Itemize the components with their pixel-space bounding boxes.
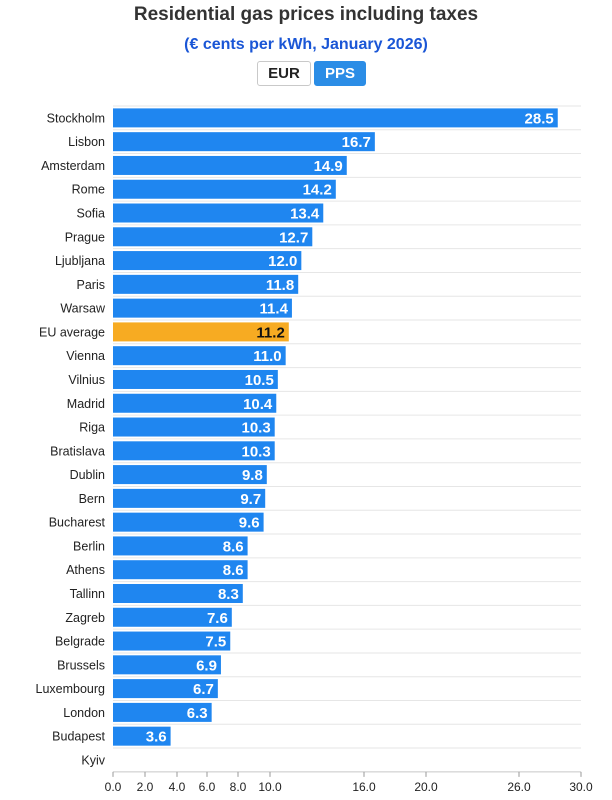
category-label: Budapest bbox=[52, 730, 105, 744]
category-label: Zagreb bbox=[65, 611, 105, 625]
category-label: Brussels bbox=[57, 658, 105, 672]
value-label: 3.6 bbox=[146, 729, 167, 746]
category-label: Rome bbox=[72, 183, 105, 197]
value-label: 10.3 bbox=[241, 420, 270, 437]
category-label: Riga bbox=[79, 421, 105, 435]
chart-subtitle: (€ cents per kWh, January 2026) bbox=[184, 36, 428, 53]
bar[interactable] bbox=[113, 488, 266, 508]
bar[interactable] bbox=[113, 155, 347, 175]
value-label: 10.5 bbox=[245, 372, 274, 389]
category-label: Bratislava bbox=[50, 444, 105, 458]
category-label: Stockholm bbox=[47, 111, 105, 125]
bar[interactable] bbox=[113, 227, 313, 247]
value-label: 9.8 bbox=[242, 467, 263, 484]
category-label: Belgrade bbox=[55, 635, 105, 649]
value-label: 6.9 bbox=[196, 657, 217, 674]
x-tick-label: 0.0 bbox=[105, 780, 122, 794]
category-label: Berlin bbox=[73, 539, 105, 553]
value-label: 10.4 bbox=[243, 396, 273, 413]
value-label: 13.4 bbox=[290, 206, 320, 223]
bar[interactable] bbox=[113, 726, 171, 746]
category-label: Paris bbox=[77, 278, 105, 292]
category-label: Luxembourg bbox=[36, 682, 106, 696]
bar[interactable] bbox=[113, 179, 336, 199]
bar[interactable] bbox=[113, 108, 558, 128]
value-label: 11.8 bbox=[266, 277, 294, 294]
category-label: Madrid bbox=[67, 397, 105, 411]
category-label: Amsterdam bbox=[41, 159, 105, 173]
value-label: 6.3 bbox=[187, 705, 208, 722]
x-tick-label: 10.0 bbox=[258, 780, 282, 794]
x-tick-label: 8.0 bbox=[230, 780, 247, 794]
category-label: Lisbon bbox=[68, 135, 105, 149]
bar[interactable] bbox=[113, 393, 277, 413]
value-label: 9.7 bbox=[240, 491, 261, 508]
category-label: Dublin bbox=[70, 468, 105, 482]
pps-button[interactable]: PPS bbox=[314, 61, 366, 86]
category-label: Kyiv bbox=[81, 753, 105, 767]
bar[interactable] bbox=[113, 132, 375, 152]
value-label: 7.5 bbox=[205, 634, 226, 651]
value-label: 28.5 bbox=[525, 110, 554, 127]
value-label: 8.6 bbox=[223, 538, 244, 555]
value-label: 6.7 bbox=[193, 681, 214, 698]
category-label: Ljubljana bbox=[55, 254, 105, 268]
x-tick-label: 16.0 bbox=[352, 780, 376, 794]
bar[interactable] bbox=[113, 512, 264, 532]
x-tick-label: 30.0 bbox=[569, 780, 593, 794]
bar[interactable] bbox=[113, 346, 286, 366]
category-label: Athens bbox=[66, 563, 105, 577]
bar-highlight[interactable] bbox=[113, 322, 289, 342]
bar[interactable] bbox=[113, 441, 275, 461]
bar[interactable] bbox=[113, 560, 248, 580]
x-tick-label: 4.0 bbox=[169, 780, 186, 794]
bar[interactable] bbox=[113, 607, 232, 627]
category-label: Prague bbox=[65, 230, 105, 244]
bar[interactable] bbox=[113, 369, 278, 389]
currency-toggle: EUR PPS bbox=[257, 61, 366, 86]
value-label: 14.9 bbox=[314, 158, 343, 175]
category-label: Bern bbox=[79, 492, 105, 506]
value-label: 11.0 bbox=[253, 348, 281, 365]
value-label: 11.4 bbox=[260, 301, 289, 318]
bar[interactable] bbox=[113, 465, 267, 485]
bar[interactable] bbox=[113, 298, 292, 318]
bar[interactable] bbox=[113, 417, 275, 437]
value-label: 10.3 bbox=[241, 443, 270, 460]
x-tick-label: 2.0 bbox=[137, 780, 154, 794]
category-label: Tallinn bbox=[70, 587, 105, 601]
value-label: 12.0 bbox=[268, 253, 297, 270]
bar[interactable] bbox=[113, 655, 221, 675]
value-label: 8.3 bbox=[218, 586, 239, 603]
category-label: Bucharest bbox=[49, 516, 106, 530]
value-label: 14.2 bbox=[303, 182, 332, 199]
bar[interactable] bbox=[113, 583, 243, 603]
category-label: Warsaw bbox=[60, 302, 106, 316]
bar[interactable] bbox=[113, 203, 324, 223]
value-label: 12.7 bbox=[279, 229, 308, 246]
value-label: 11.2 bbox=[256, 324, 284, 341]
category-label: London bbox=[63, 706, 105, 720]
bar[interactable] bbox=[113, 679, 218, 699]
x-tick-label: 26.0 bbox=[507, 780, 531, 794]
eur-button[interactable]: EUR bbox=[257, 61, 311, 86]
category-label: Vilnius bbox=[68, 373, 105, 387]
category-label: Sofia bbox=[77, 207, 106, 221]
value-label: 7.6 bbox=[207, 610, 228, 627]
bar[interactable] bbox=[113, 702, 212, 722]
category-label: Vienna bbox=[66, 349, 105, 363]
x-tick-label: 6.0 bbox=[199, 780, 216, 794]
x-tick-label: 20.0 bbox=[414, 780, 438, 794]
bar[interactable] bbox=[113, 631, 231, 651]
bar[interactable] bbox=[113, 536, 248, 556]
chart-title: Residential gas prices including taxes bbox=[133, 4, 479, 25]
value-label: 8.6 bbox=[223, 562, 244, 579]
value-label: 16.7 bbox=[342, 134, 371, 151]
value-label: 9.6 bbox=[239, 515, 260, 532]
bar[interactable] bbox=[113, 251, 302, 271]
category-label: EU average bbox=[39, 325, 105, 339]
bar[interactable] bbox=[113, 274, 299, 294]
